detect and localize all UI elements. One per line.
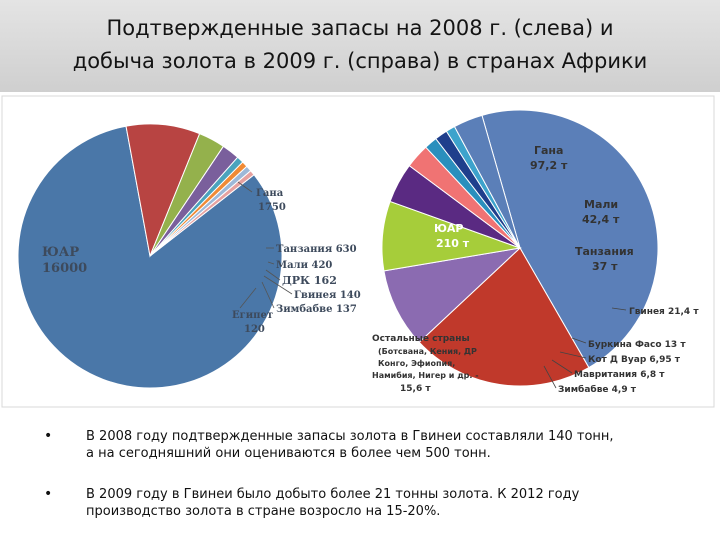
pie-charts-svg: ЮАР 16000 Гана 1750 Танзания 630 Мали 42… <box>1 95 715 408</box>
slide-title: Подтвержденные запасы на 2008 г. (слева)… <box>20 12 700 78</box>
leader-right-gvineya <box>611 307 627 311</box>
right-value-kot-d-vuar: 6,95 т <box>649 355 680 365</box>
right-label-yuar: ЮАР <box>434 222 464 235</box>
slide-header: Подтвержденные запасы на 2008 г. (слева)… <box>0 0 720 92</box>
leader-right-mavritaniya <box>551 359 573 374</box>
leader-right-zimbabve <box>543 365 557 389</box>
left-value-zimbabve: 137 <box>336 304 357 315</box>
right-value-tanzania: 37 т <box>592 260 618 273</box>
right-label-kot-d-vuar-name: Кот Д Вуар <box>588 355 647 365</box>
pie-charts-figure: ЮАР 16000 Гана 1750 Танзания 630 Мали 42… <box>0 94 720 409</box>
pie-right-labels: ЮАР 210 т Гана 97,2 т Мали 42,4 т Танзан… <box>372 144 699 395</box>
others-line-1: Остальные страны <box>372 334 470 344</box>
leader-right-burkina <box>571 337 587 344</box>
right-label-gvineya-name: Гвинея <box>629 307 665 317</box>
right-value-mavritaniya: 6,8 т <box>640 370 665 380</box>
left-label-tanzania-name: Танзания <box>276 244 333 255</box>
bullet-text-1: В 2008 году подтвержденные запасы золота… <box>86 428 710 462</box>
right-value-yuar: 210 т <box>436 237 470 250</box>
right-label-mavritaniya-name: Мавритания <box>574 370 637 380</box>
right-label-gvineya: Гвинея 21,4 т <box>629 307 699 317</box>
left-label-zimbabve-name: Зимбабве <box>276 304 332 315</box>
bullet-2-line-2: производство золота в стране возросло на… <box>86 504 441 519</box>
left-label-mali-name: Мали <box>276 260 309 271</box>
left-label-mali: Мали 420 <box>276 260 332 271</box>
title-line-2: добыча золота в 2009 г. (справа) в стран… <box>72 49 648 73</box>
bullet-marker: • <box>44 428 53 444</box>
right-label-kot-d-vuar: Кот Д Вуар 6,95 т <box>588 355 681 365</box>
right-label-tanzania: Танзания <box>575 245 634 258</box>
others-line-4: Намибия, Нигер и др. - <box>372 370 479 380</box>
right-value-burkina: 13 т <box>665 340 687 350</box>
bullet-marker: • <box>44 486 53 502</box>
title-line-1: Подтвержденные запасы на 2008 г. (слева)… <box>106 16 614 40</box>
pie-right-leader-lines <box>543 307 627 389</box>
leader-left-zimbabve <box>261 281 275 309</box>
right-value-mali: 42,4 т <box>582 213 620 226</box>
right-label-burkina-name: Буркина Фасо <box>588 340 662 350</box>
left-label-gvineya: Гвинея 140 <box>294 290 361 301</box>
leader-left-drk <box>265 269 281 281</box>
right-label-mali: Мали <box>584 198 618 211</box>
leader-left-egipet <box>239 287 257 309</box>
right-label-zimbabve-name: Зимбабве <box>558 384 609 395</box>
leader-right-kot-d-vuar <box>559 351 587 359</box>
others-line-2: (Ботсвана, Кения, ДР <box>378 347 477 356</box>
leader-left-gvineya <box>263 275 293 295</box>
right-pie-slice-0 <box>481 109 659 369</box>
right-value-gvineya: 21,4 т <box>668 307 699 317</box>
left-label-zimbabve: Зимбабве 137 <box>276 304 357 315</box>
leader-left-mali <box>267 261 275 265</box>
right-pie-slice-1 <box>418 247 590 387</box>
left-label-drk: ДРК 162 <box>282 274 337 287</box>
right-label-zimbabve: Зимбабве 4,9 т <box>558 384 637 395</box>
right-pie-slice-2 <box>383 247 522 343</box>
right-pie-slice-9 <box>453 114 521 249</box>
right-label-others: Остальные страны (Ботсвана, Кения, ДР Ко… <box>372 334 481 394</box>
others-line-3: Конго, Эфиопия, <box>378 359 455 368</box>
left-value-gvineya: 140 <box>340 290 361 301</box>
bullet-list: • В 2008 году подтвержденные запасы золо… <box>0 412 720 540</box>
left-value-drk: 162 <box>314 274 337 287</box>
others-line-5: 15,6 т <box>400 384 431 394</box>
bullet-2-line-1: В 2009 году в Гвинеи было добыто более 2… <box>86 487 580 502</box>
left-pie-slice-7 <box>149 170 255 257</box>
pie-left-leader-lines <box>237 181 293 309</box>
right-value-gana: 97,2 т <box>530 159 568 172</box>
left-label-gvineya-name: Гвинея <box>294 290 337 301</box>
left-label-egipet: Египет <box>232 310 273 321</box>
pie-left-labels: ЮАР 16000 Гана 1750 Танзания 630 Мали 42… <box>42 188 361 335</box>
left-label-drk-name: ДРК <box>282 274 310 287</box>
left-label-gana: Гана <box>256 188 284 199</box>
left-value-yuar: 16000 <box>42 261 87 276</box>
right-label-burkina: Буркина Фасо 13 т <box>588 340 686 350</box>
pie-reserves-2008 <box>17 123 283 389</box>
left-value-gana: 1750 <box>258 202 286 213</box>
left-value-tanzania: 630 <box>336 244 357 255</box>
right-value-zimbabve: 4,9 т <box>612 385 637 395</box>
leader-left-gana <box>237 181 253 193</box>
left-label-tanzania: Танзания 630 <box>276 244 357 255</box>
right-label-gana: Гана <box>534 144 563 157</box>
bullet-text-2: В 2009 году в Гвинеи было добыто более 2… <box>86 486 710 520</box>
left-value-mali: 420 <box>312 260 333 271</box>
pie-production-2009 <box>381 109 659 387</box>
bullet-1-line-2: а на сегодняшний они оцениваются в более… <box>86 446 491 461</box>
left-label-yuar: ЮАР <box>42 245 79 260</box>
bullet-1-line-1: В 2008 году подтвержденные запасы золота… <box>86 429 614 444</box>
right-label-mavritaniya: Мавритания 6,8 т <box>574 370 665 380</box>
left-value-egipet: 120 <box>244 324 265 335</box>
